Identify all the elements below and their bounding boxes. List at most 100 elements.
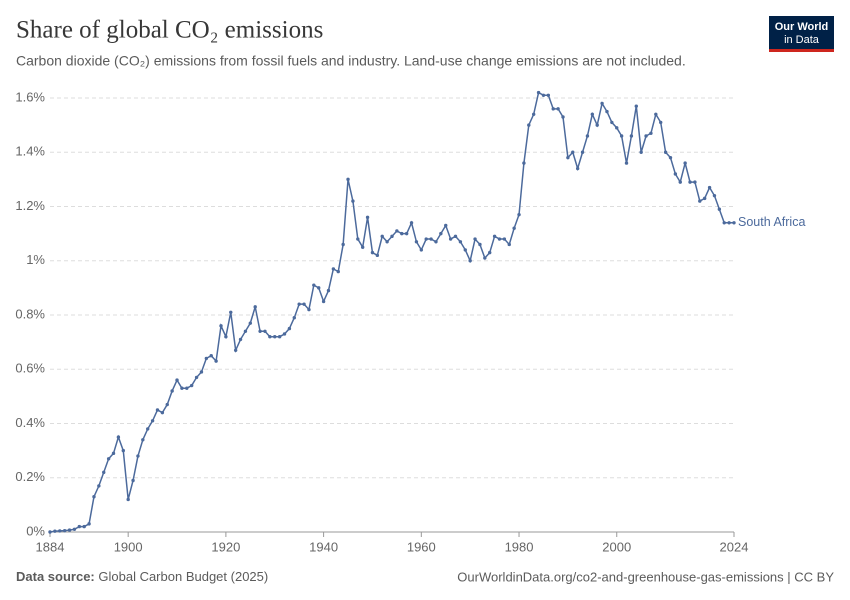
point bbox=[82, 524, 86, 529]
point bbox=[229, 310, 233, 314]
point bbox=[97, 484, 101, 488]
y-tick-label: 1.2% bbox=[15, 198, 45, 213]
point bbox=[92, 495, 96, 499]
point bbox=[434, 240, 438, 244]
point bbox=[175, 378, 179, 382]
point bbox=[302, 302, 306, 306]
point bbox=[219, 324, 223, 328]
y-tick-label: 1.6% bbox=[15, 89, 45, 104]
point bbox=[580, 150, 585, 154]
point bbox=[610, 120, 614, 125]
chart-subtitle: Carbon dioxide (CO₂) emissions from foss… bbox=[16, 53, 686, 69]
source-url[interactable]: OurWorldinData.org/co2-and-greenhouse-ga… bbox=[457, 569, 834, 584]
point bbox=[492, 234, 497, 239]
point bbox=[722, 221, 726, 225]
point bbox=[116, 435, 121, 439]
logo-text: in Data bbox=[784, 34, 820, 46]
point bbox=[356, 237, 360, 241]
logo-bar bbox=[769, 49, 834, 52]
x-tick-label: 1960 bbox=[407, 539, 436, 554]
point bbox=[512, 226, 516, 230]
point bbox=[556, 107, 560, 111]
point bbox=[106, 457, 111, 461]
point bbox=[360, 245, 365, 249]
point bbox=[404, 231, 409, 236]
point bbox=[380, 234, 384, 239]
point bbox=[654, 112, 658, 116]
point bbox=[375, 253, 380, 258]
point bbox=[639, 150, 643, 154]
point bbox=[77, 524, 82, 529]
y-tick-label: 0% bbox=[26, 523, 45, 538]
point bbox=[546, 93, 551, 97]
point bbox=[170, 389, 174, 393]
point bbox=[150, 419, 155, 423]
point bbox=[189, 383, 194, 388]
x-tick-label: 1980 bbox=[505, 539, 534, 554]
point bbox=[693, 180, 697, 184]
point bbox=[517, 212, 521, 217]
point bbox=[180, 386, 184, 390]
point bbox=[390, 234, 394, 239]
point bbox=[165, 402, 169, 407]
y-tick-label: 0.4% bbox=[15, 415, 45, 430]
point bbox=[146, 427, 150, 431]
logo-text: Our World bbox=[775, 21, 829, 33]
point bbox=[331, 267, 336, 271]
point bbox=[307, 307, 311, 312]
point bbox=[541, 93, 546, 97]
logo[interactable]: Our World in Data bbox=[769, 16, 834, 52]
point bbox=[111, 451, 116, 456]
x-tick-label: 1900 bbox=[114, 539, 143, 554]
point bbox=[424, 237, 428, 241]
point bbox=[688, 180, 692, 184]
point bbox=[365, 215, 370, 220]
point bbox=[561, 115, 565, 119]
point bbox=[395, 229, 399, 233]
point bbox=[351, 199, 355, 203]
point bbox=[600, 101, 604, 106]
point bbox=[243, 329, 248, 333]
point bbox=[277, 335, 282, 339]
point bbox=[253, 305, 257, 309]
point bbox=[585, 134, 590, 138]
chart-title: Share of global CO₂ emissions bbox=[16, 17, 323, 44]
point bbox=[282, 332, 287, 336]
point bbox=[87, 522, 91, 526]
point bbox=[717, 207, 722, 211]
point bbox=[707, 185, 712, 190]
y-tick-label: 0.2% bbox=[15, 469, 45, 484]
point bbox=[312, 283, 316, 287]
point bbox=[224, 335, 228, 339]
point bbox=[321, 299, 326, 304]
point bbox=[385, 240, 389, 244]
point bbox=[72, 527, 77, 531]
x-tick-label: 1920 bbox=[211, 539, 240, 554]
source-label: Data source: bbox=[16, 569, 95, 584]
point bbox=[507, 242, 511, 247]
point bbox=[131, 478, 135, 483]
point bbox=[502, 237, 507, 241]
point bbox=[414, 240, 419, 244]
point bbox=[409, 221, 414, 225]
point bbox=[732, 221, 736, 225]
point bbox=[67, 528, 72, 532]
point bbox=[663, 150, 668, 154]
point bbox=[48, 530, 52, 534]
point bbox=[126, 497, 130, 502]
point bbox=[121, 448, 125, 453]
point bbox=[712, 193, 717, 198]
point bbox=[336, 269, 340, 274]
point bbox=[551, 107, 555, 111]
point bbox=[292, 316, 296, 320]
source: Data source: Global Carbon Budget (2025) bbox=[16, 569, 268, 584]
y-tick-label: 1.4% bbox=[15, 144, 45, 159]
point bbox=[575, 166, 580, 171]
point bbox=[659, 120, 663, 125]
point bbox=[473, 237, 477, 241]
point bbox=[326, 288, 331, 293]
point bbox=[439, 231, 443, 236]
x-tick-label: 1940 bbox=[309, 539, 338, 554]
point bbox=[419, 248, 424, 252]
